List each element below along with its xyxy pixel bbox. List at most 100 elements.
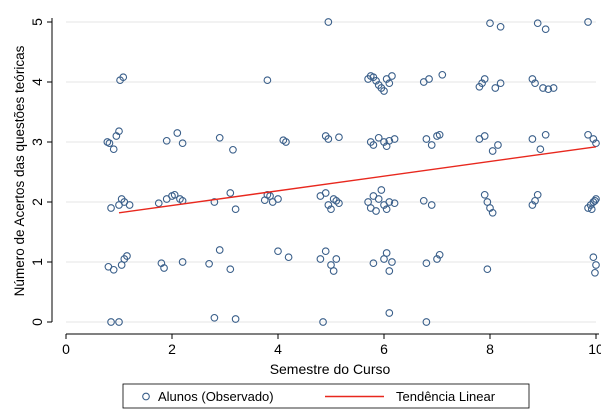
data-point-58: [321, 189, 330, 197]
x-tick-label-3: 6: [380, 341, 388, 357]
data-point-110: [435, 130, 444, 139]
data-point-155: [584, 18, 592, 26]
data-point-63: [335, 199, 343, 208]
data-point-127: [496, 79, 505, 88]
data-point-3: [109, 265, 118, 274]
data-point-105: [419, 196, 428, 205]
data-point-138: [539, 84, 547, 92]
data-point-115: [480, 190, 489, 199]
scatter-points: [103, 18, 600, 326]
x-tick-label-5: 10: [588, 341, 601, 357]
legend-label-observed: Alunos (Observado): [158, 389, 274, 404]
data-point-70: [382, 249, 391, 257]
data-point-90: [385, 136, 394, 145]
data-point-133: [528, 135, 537, 143]
data-point-34: [215, 246, 224, 254]
data-point-82: [382, 205, 391, 214]
data-point-71: [385, 267, 394, 275]
data-point-16: [115, 127, 123, 136]
y-axis-title: Número de Acertos das questões teóricas: [12, 45, 27, 296]
y-tick-label-3: 3: [29, 138, 45, 146]
data-point-83: [385, 198, 394, 206]
data-point-129: [496, 22, 505, 31]
data-point-150: [589, 135, 598, 143]
data-point-108: [427, 141, 436, 149]
y-tick-label-1: 1: [29, 258, 45, 266]
data-point-101: [388, 72, 396, 80]
data-point-149: [584, 130, 592, 139]
data-point-46: [263, 76, 272, 85]
x-axis-title: Semestre do Curso: [270, 361, 391, 377]
data-point-118: [488, 208, 497, 217]
data-point-134: [536, 145, 545, 154]
data-point-1: [115, 318, 123, 326]
data-point-55: [329, 267, 338, 275]
data-point-45: [274, 195, 282, 203]
data-point-56: [332, 255, 341, 263]
data-point-66: [335, 133, 343, 142]
data-point-88: [380, 138, 388, 146]
data-point-73: [385, 309, 394, 317]
data-point-142: [541, 25, 550, 34]
data-point-136: [528, 75, 537, 83]
y-tick-label-5: 5: [29, 18, 45, 26]
data-point-112: [425, 75, 433, 83]
data-point-135: [541, 130, 550, 139]
data-point-120: [480, 132, 489, 140]
data-point-132: [533, 190, 542, 199]
data-point-51: [319, 318, 327, 326]
y-tick-label-0: 0: [29, 318, 45, 326]
data-point-78: [372, 207, 380, 215]
data-point-107: [422, 135, 431, 143]
x-tick-label-0: 0: [62, 341, 70, 357]
data-point-137: [531, 79, 539, 88]
data-point-153: [592, 261, 600, 269]
data-point-114: [483, 265, 492, 274]
data-point-74: [422, 318, 431, 326]
data-point-139: [544, 85, 553, 94]
y-tick-label-2: 2: [29, 198, 45, 206]
data-point-87: [374, 133, 383, 142]
data-point-62: [332, 196, 341, 205]
data-point-65: [324, 135, 333, 143]
data-point-148: [591, 196, 599, 205]
data-point-124: [478, 79, 486, 88]
data-point-98: [380, 87, 388, 95]
data-point-125: [480, 75, 489, 83]
data-point-31: [210, 313, 219, 322]
data-point-122: [494, 141, 502, 149]
legend: Alunos (Observado) Tendência Linear: [122, 383, 530, 409]
gridlines: [66, 21, 596, 323]
legend-marker-observed: [142, 392, 150, 401]
data-point-80: [377, 186, 386, 194]
data-point-0: [107, 318, 115, 326]
data-point-18: [119, 73, 128, 82]
data-point-30: [178, 139, 187, 148]
data-point-59: [324, 201, 333, 209]
x-tick-label-4: 8: [486, 341, 494, 357]
x-tick-label-1: 2: [168, 341, 176, 357]
y-axis-ticks: 0 1 2 3 4 5: [29, 18, 52, 326]
data-point-84: [390, 199, 399, 208]
data-point-128: [486, 19, 494, 28]
data-point-6: [123, 252, 131, 260]
data-point-130: [528, 201, 537, 209]
data-point-79: [374, 195, 383, 203]
data-point-20: [160, 264, 168, 272]
data-point-39: [215, 133, 224, 142]
data-point-102: [422, 259, 431, 268]
data-point-67: [324, 18, 333, 26]
data-point-151: [592, 139, 600, 148]
x-axis-ticks: 0 2 4 6 8 10: [62, 334, 601, 357]
data-point-126: [491, 84, 500, 92]
data-point-141: [533, 19, 542, 28]
trend-line: [118, 146, 597, 214]
data-point-48: [282, 138, 290, 146]
data-point-146: [592, 195, 600, 203]
data-point-49: [274, 247, 282, 256]
data-point-91: [390, 135, 399, 143]
data-point-25: [170, 190, 179, 199]
